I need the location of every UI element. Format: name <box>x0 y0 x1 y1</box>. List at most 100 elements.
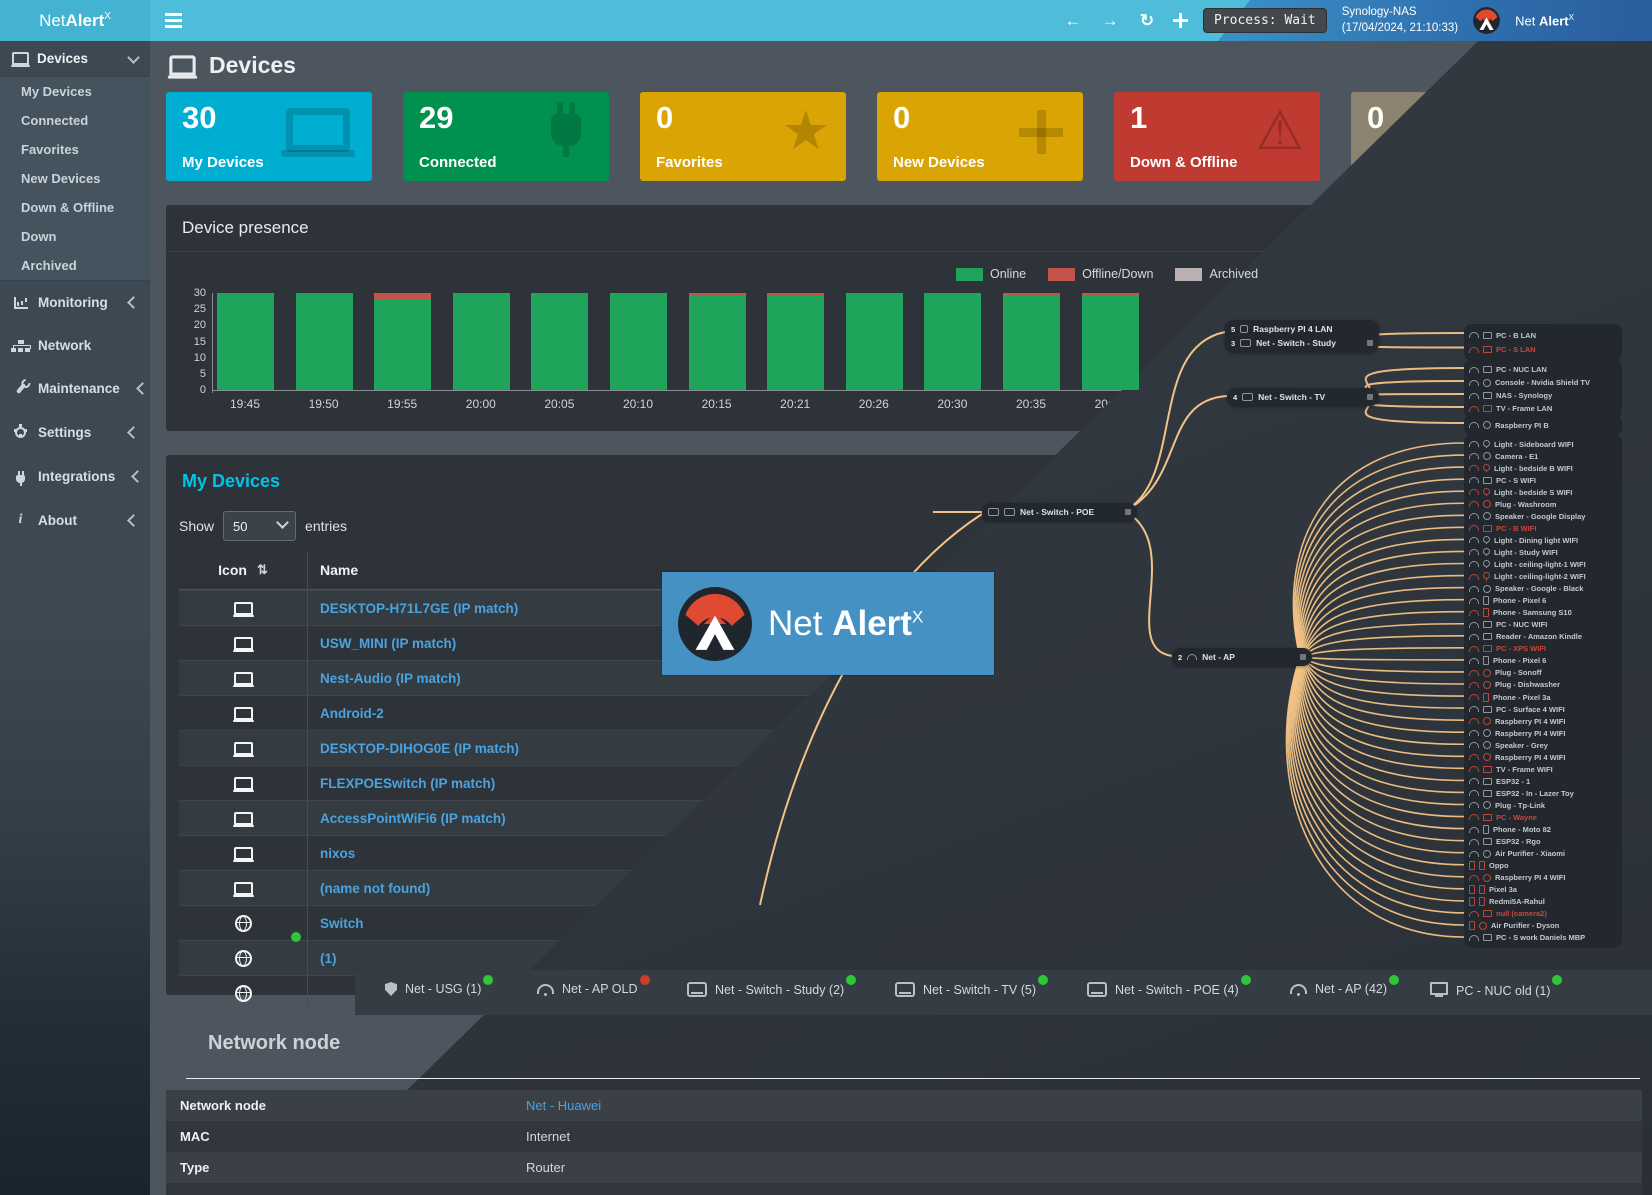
topology-leaf[interactable]: Light - Dining light WIFI <box>1469 534 1617 546</box>
topology-leaf[interactable]: Light - Sideboard WIFI <box>1469 438 1617 450</box>
topology-leaf[interactable]: Phone - Pixel 3a <box>1469 691 1617 703</box>
legend-item-offline-down[interactable]: Offline/Down <box>1048 267 1153 281</box>
sidebar-item-new-devices[interactable]: New Devices <box>21 171 101 186</box>
stat-card-my-devices[interactable]: 30 My Devices <box>166 92 372 181</box>
topology-leaf[interactable]: Light - bedside B WIFI <box>1469 462 1617 474</box>
sidebar-item-down-offline[interactable]: Down & Offline <box>21 200 115 215</box>
topology-node-bxD[interactable]: 2 Net - AP <box>1172 648 1312 666</box>
topology-leaf[interactable]: Pixel 3a <box>1469 884 1617 896</box>
stat-card-down-offline[interactable]: 1 Down & Offline ⚠ <box>1114 92 1320 181</box>
brand-logo[interactable]: Net Alert X <box>0 0 150 41</box>
topology-leaf[interactable]: PC - B LAN <box>1469 328 1617 343</box>
device-link[interactable]: Nest-Audio (IP match) <box>320 670 461 686</box>
topology-leaf[interactable]: PC - B WIFI <box>1469 522 1617 534</box>
topology-leaf[interactable]: TV - Frame LAN <box>1469 402 1617 415</box>
device-link[interactable]: FLEXPOESwitch (IP match) <box>320 775 496 791</box>
topology-leaf[interactable]: PC - Surface 4 WIFI <box>1469 703 1617 715</box>
topology-leaf[interactable]: null (camera2) <box>1469 908 1617 920</box>
tab-net-switch-poe-4-[interactable]: Net - Switch - POE (4) <box>1087 975 1251 997</box>
topology-leaf[interactable]: Raspberry PI B <box>1469 418 1617 432</box>
sidebar-item-archived[interactable]: Archived <box>21 258 77 273</box>
topology-leaf[interactable]: Phone - Moto 82 <box>1469 824 1617 836</box>
topology-leaf[interactable]: PC - XPS WIFI <box>1469 643 1617 655</box>
tab-pc-nuc-old-1-[interactable]: PC - NUC old (1) <box>1430 975 1563 999</box>
topology-leaf[interactable]: Raspberry PI 4 WIFI <box>1469 715 1617 727</box>
topology-leaf[interactable]: PC - S WIFI <box>1469 474 1617 486</box>
page-size-select[interactable]: 50 <box>223 511 297 541</box>
collapse-button[interactable] <box>1125 509 1131 515</box>
topology-leaf-group[interactable]: Raspberry PI B <box>1464 414 1622 436</box>
topology-leaf-group[interactable]: PC - NUC LAN Console - Nvidia Shield TV NA… <box>1464 359 1622 419</box>
tab-net-ap-42-[interactable]: Net - AP (42) <box>1290 975 1400 996</box>
topology-leaf[interactable]: Plug - Sonoff <box>1469 667 1617 679</box>
topology-node-bxB[interactable]: 4 Net - Switch - TV <box>1227 388 1379 406</box>
legend-item-online[interactable]: Online <box>956 267 1026 281</box>
topology-leaf[interactable]: Phone - Samsung S10 <box>1469 607 1617 619</box>
topology-leaf[interactable]: Plug - Dishwasher <box>1469 679 1617 691</box>
tab-net-usg-1-[interactable]: Net - USG (1) <box>385 975 494 996</box>
sidebar-item-integrations[interactable]: Integrations <box>0 455 150 498</box>
column-header-icon[interactable]: Icon ⇅ <box>218 562 268 578</box>
topology-node-bxA[interactable]: 5 Raspberry PI 4 LAN 3 Net - Switch - Study <box>1225 320 1379 352</box>
topology-leaf[interactable]: Speaker - Grey <box>1469 739 1617 751</box>
refresh-icon[interactable]: ↻ <box>1139 10 1155 30</box>
sidebar-item-network[interactable]: Network <box>0 324 150 367</box>
avatar[interactable] <box>1473 7 1501 34</box>
topology-leaf[interactable]: Phone - Pixel 6 <box>1469 595 1617 607</box>
stat-card-new-devices[interactable]: 0 New Devices <box>877 92 1083 181</box>
collapse-button[interactable] <box>1367 394 1373 400</box>
device-link[interactable]: AccessPointWiFi6 (IP match) <box>320 810 506 826</box>
device-link[interactable]: (1) <box>320 950 337 966</box>
detail-link[interactable]: Net - Huawei <box>526 1098 602 1113</box>
topology-leaf[interactable]: NAS - Synology <box>1469 389 1617 402</box>
topology-leaf[interactable]: PC - Wayne <box>1469 811 1617 823</box>
sidebar-item-monitoring[interactable]: Monitoring <box>0 281 150 324</box>
topology-leaf[interactable]: Light - Study WIFI <box>1469 546 1617 558</box>
sidebar-item-down[interactable]: Down <box>21 229 57 244</box>
topology-leaf[interactable]: Speaker - Google Display <box>1469 510 1617 522</box>
topology-leaf-group[interactable]: Light - Sideboard WIFI Camera - E1 Light -… <box>1464 434 1622 948</box>
sidebar-item-favorites[interactable]: Favorites <box>21 142 79 157</box>
topology-leaf[interactable]: Air Purifier - Dyson <box>1469 920 1617 932</box>
topology-leaf[interactable]: Plug - Washroom <box>1469 498 1617 510</box>
topology-leaf[interactable]: Raspberry PI 4 WIFI <box>1469 727 1617 739</box>
device-link[interactable]: DESKTOP-DIHOG0E (IP match) <box>320 740 520 756</box>
sidebar-item-devices[interactable]: Devices <box>0 41 150 76</box>
topology-leaf[interactable]: PC - S LAN <box>1469 343 1617 358</box>
tab-net-switch-tv-5-[interactable]: Net - Switch - TV (5) <box>895 975 1048 997</box>
topology-leaf[interactable]: ESP32 - Rgo <box>1469 836 1617 848</box>
topology-leaf[interactable]: ESP32 - 1 <box>1469 775 1617 787</box>
topology-leaf[interactable]: PC - S work Daniels MBP <box>1469 932 1617 944</box>
topology-leaf[interactable]: Air Purifier - Xiaomi <box>1469 848 1617 860</box>
topology-leaf[interactable]: Light - ceiling-light-1 WIFI <box>1469 558 1617 570</box>
device-link[interactable]: nixos <box>320 845 356 861</box>
stat-card-connected[interactable]: 29 Connected <box>403 92 609 181</box>
tab-net-ap-old[interactable]: Net - AP OLD <box>537 975 650 996</box>
topology-leaf[interactable]: Light - ceiling-light-2 WIFI <box>1469 571 1617 583</box>
topology-leaf[interactable]: Console - Nvidia Shield TV <box>1469 376 1617 389</box>
topology-leaf[interactable]: Raspberry PI 4 WIFI <box>1469 872 1617 884</box>
sort-icon[interactable]: ⇅ <box>256 562 268 577</box>
topology-leaf[interactable]: Light - bedside S WIFI <box>1469 486 1617 498</box>
back-arrow-icon[interactable]: ← <box>1064 10 1082 30</box>
sidebar-item-maintenance[interactable]: Maintenance <box>0 367 150 410</box>
topology-leaf[interactable]: Phone - Pixel 6 <box>1469 655 1617 667</box>
topology-leaf[interactable]: TV - Frame WIFI <box>1469 763 1617 775</box>
column-header-name[interactable]: Name <box>307 551 1640 589</box>
topology-leaf[interactable]: ESP32 - In - Lazer Toy <box>1469 787 1617 799</box>
device-link[interactable]: Android-2 <box>320 705 384 721</box>
collapse-button[interactable] <box>1367 340 1373 346</box>
topology-leaf[interactable]: Oppo <box>1469 860 1617 872</box>
forward-arrow-icon[interactable]: → <box>1101 10 1119 30</box>
tab-net-switch-study-2-[interactable]: Net - Switch - Study (2) <box>687 975 857 997</box>
topology-node-bxC[interactable]: Net - Switch - POE <box>982 503 1137 521</box>
collapse-button[interactable] <box>1300 654 1306 660</box>
legend-item-archived[interactable]: Archived <box>1175 267 1258 281</box>
topology-leaf[interactable]: Raspberry PI 4 WIFI <box>1469 751 1617 763</box>
topology-leaf[interactable]: Speaker - Google - Black <box>1469 583 1617 595</box>
topology-leaf[interactable]: PC - NUC WIFI <box>1469 619 1617 631</box>
sidebar-item-settings[interactable]: Settings <box>0 410 150 455</box>
move-icon[interactable] <box>1173 13 1188 28</box>
topology-leaf[interactable]: Camera - E1 <box>1469 450 1617 462</box>
topology-leaf[interactable]: Redmi5A-Rahul <box>1469 896 1617 908</box>
